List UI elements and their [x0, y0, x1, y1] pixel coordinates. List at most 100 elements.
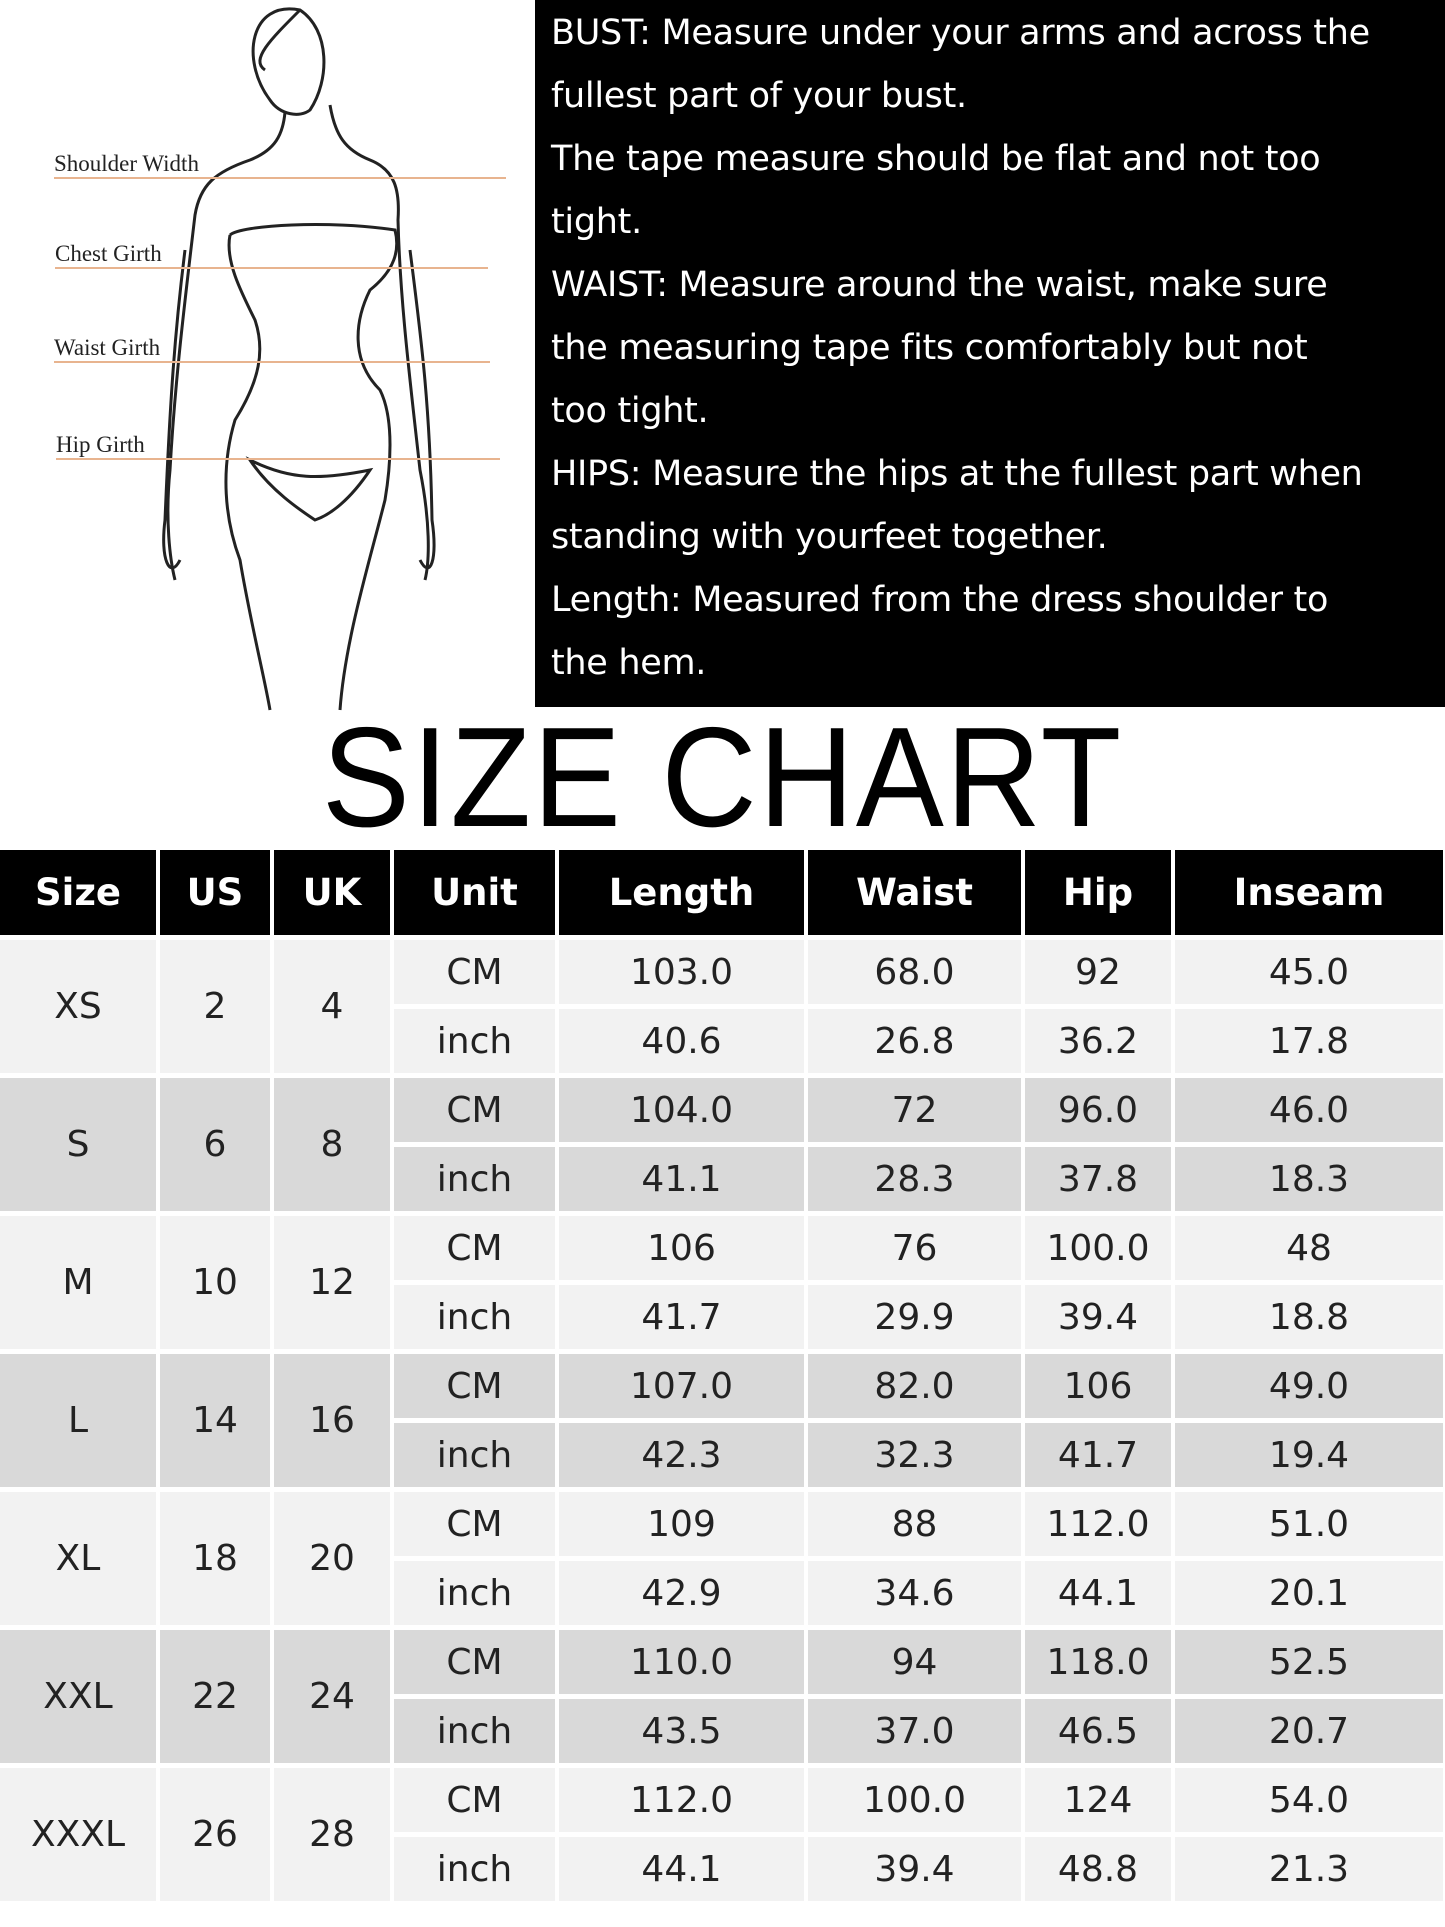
uk-size-cell: 4	[274, 940, 390, 1073]
us-size-cell: 26	[160, 1768, 270, 1901]
us-size-cell: 22	[160, 1630, 270, 1763]
inseam-inch-cell: 18.8	[1175, 1285, 1443, 1349]
uk-size-cell: 16	[274, 1354, 390, 1487]
inseam-cm-cell: 45.0	[1175, 940, 1443, 1004]
waist-cm-cell: 88	[808, 1492, 1021, 1556]
unit-cell: CM	[394, 1078, 555, 1142]
hip-inch-cell: 46.5	[1025, 1699, 1171, 1763]
column-header-uk: UK	[274, 850, 390, 935]
unit-cell: inch	[394, 1147, 555, 1211]
inseam-inch-cell: 18.3	[1175, 1147, 1443, 1211]
unit-cell: inch	[394, 1837, 555, 1901]
length-inch-cell: 40.6	[559, 1009, 804, 1073]
length-cm-cell: 103.0	[559, 940, 804, 1004]
size-cell: XL	[0, 1492, 156, 1625]
hip-cm-cell: 92	[1025, 940, 1171, 1004]
column-header-unit: Unit	[394, 850, 555, 935]
inseam-cm-cell: 54.0	[1175, 1768, 1443, 1832]
length-cm-cell: 107.0	[559, 1354, 804, 1418]
hip-cm-cell: 124	[1025, 1768, 1171, 1832]
waist-cm-cell: 72	[808, 1078, 1021, 1142]
column-header-size: Size	[0, 850, 156, 935]
length-cm-cell: 109	[559, 1492, 804, 1556]
instruction-line: BUST: Measure under your arms and across…	[551, 13, 1370, 53]
unit-cell: CM	[394, 940, 555, 1004]
unit-cell: inch	[394, 1699, 555, 1763]
length-cm-cell: 106	[559, 1216, 804, 1280]
uk-size-cell: 20	[274, 1492, 390, 1625]
column-header-length: Length	[559, 850, 804, 935]
inseam-cm-cell: 51.0	[1175, 1492, 1443, 1556]
instruction-line: WAIST: Measure around the waist, make su…	[551, 265, 1328, 305]
hip-girth-label: Hip Girth	[56, 432, 145, 457]
inseam-inch-cell: 20.1	[1175, 1561, 1443, 1625]
instruction-line: fullest part of your bust.	[551, 76, 967, 116]
waist-cm-cell: 76	[808, 1216, 1021, 1280]
waist-cm-cell: 68.0	[808, 940, 1021, 1004]
us-size-cell: 10	[160, 1216, 270, 1349]
inseam-cm-cell: 48	[1175, 1216, 1443, 1280]
inseam-cm-cell: 52.5	[1175, 1630, 1443, 1694]
instruction-line: standing with yourfeet together.	[551, 517, 1108, 557]
size-cell: L	[0, 1354, 156, 1487]
inseam-inch-cell: 17.8	[1175, 1009, 1443, 1073]
hip-cm-cell: 106	[1025, 1354, 1171, 1418]
hip-inch-cell: 37.8	[1025, 1147, 1171, 1211]
waist-inch-cell: 29.9	[808, 1285, 1021, 1349]
length-inch-cell: 42.9	[559, 1561, 804, 1625]
inseam-cm-cell: 49.0	[1175, 1354, 1443, 1418]
hip-line	[56, 458, 500, 460]
size-chart-table: Size US UK Unit Length Waist Hip Inseam XS 2 4 CM 10…	[0, 850, 1445, 1901]
uk-size-cell: 28	[274, 1768, 390, 1901]
measurement-instructions: BUST: Measure under your arms and across…	[535, 0, 1445, 707]
uk-size-cell: 12	[274, 1216, 390, 1349]
chest-line	[55, 267, 488, 269]
body-measurement-figure: Shoulder Width Chest Girth Waist Girth H…	[0, 0, 528, 712]
length-inch-cell: 43.5	[559, 1699, 804, 1763]
unit-cell: CM	[394, 1492, 555, 1556]
unit-cell: inch	[394, 1009, 555, 1073]
unit-cell: inch	[394, 1423, 555, 1487]
length-inch-cell: 41.7	[559, 1285, 804, 1349]
length-cm-cell: 112.0	[559, 1768, 804, 1832]
hip-cm-cell: 100.0	[1025, 1216, 1171, 1280]
us-size-cell: 14	[160, 1354, 270, 1487]
hip-inch-cell: 48.8	[1025, 1837, 1171, 1901]
column-header-hip: Hip	[1025, 850, 1171, 935]
instruction-line: too tight.	[551, 391, 709, 431]
inseam-inch-cell: 21.3	[1175, 1837, 1443, 1901]
length-inch-cell: 44.1	[559, 1837, 804, 1901]
waist-line	[54, 361, 490, 363]
hip-inch-cell: 41.7	[1025, 1423, 1171, 1487]
hip-cm-cell: 118.0	[1025, 1630, 1171, 1694]
hip-inch-cell: 44.1	[1025, 1561, 1171, 1625]
unit-cell: inch	[394, 1561, 555, 1625]
size-cell: S	[0, 1078, 156, 1211]
inseam-cm-cell: 46.0	[1175, 1078, 1443, 1142]
waist-inch-cell: 34.6	[808, 1561, 1021, 1625]
waist-girth-label: Waist Girth	[54, 335, 161, 360]
us-size-cell: 6	[160, 1078, 270, 1211]
chest-girth-label: Chest Girth	[55, 241, 162, 266]
size-cell: XS	[0, 940, 156, 1073]
waist-inch-cell: 39.4	[808, 1837, 1021, 1901]
instruction-line: HIPS: Measure the hips at the fullest pa…	[551, 454, 1363, 494]
us-size-cell: 2	[160, 940, 270, 1073]
shoulder-line	[54, 177, 506, 179]
hip-cm-cell: 96.0	[1025, 1078, 1171, 1142]
hip-cm-cell: 112.0	[1025, 1492, 1171, 1556]
inseam-inch-cell: 20.7	[1175, 1699, 1443, 1763]
body-outline-icon	[162, 7, 436, 711]
unit-cell: CM	[394, 1768, 555, 1832]
size-cell: XXL	[0, 1630, 156, 1763]
instruction-line: Length: Measured from the dress shoulder…	[551, 580, 1329, 620]
unit-cell: CM	[394, 1630, 555, 1694]
waist-inch-cell: 26.8	[808, 1009, 1021, 1073]
us-size-cell: 18	[160, 1492, 270, 1625]
waist-inch-cell: 28.3	[808, 1147, 1021, 1211]
uk-size-cell: 24	[274, 1630, 390, 1763]
instruction-line: the measuring tape fits comfortably but …	[551, 328, 1308, 368]
instruction-line: the hem.	[551, 643, 707, 683]
size-cell: XXXL	[0, 1768, 156, 1901]
waist-cm-cell: 82.0	[808, 1354, 1021, 1418]
